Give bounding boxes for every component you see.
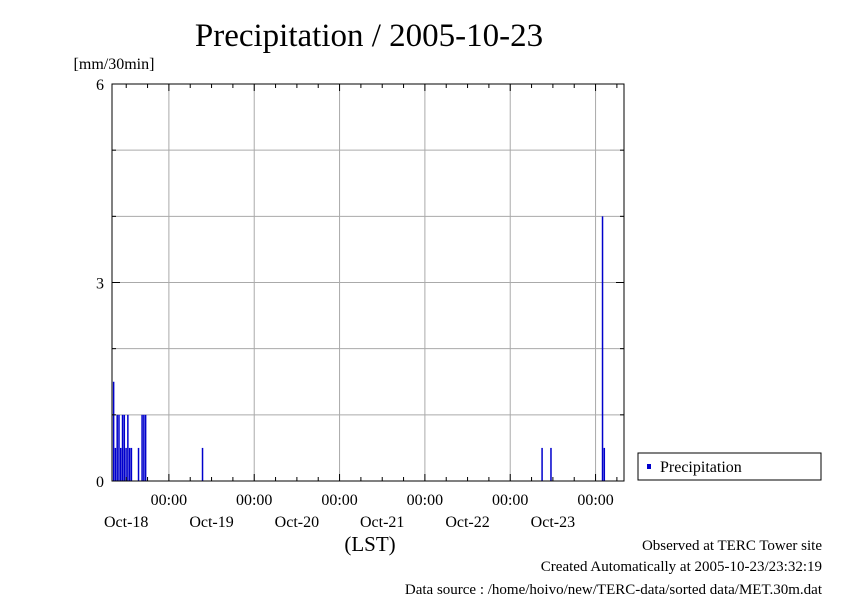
footer-observed: Observed at TERC Tower site xyxy=(642,538,822,554)
x-tick-date-label: Oct-22 xyxy=(445,514,489,531)
precipitation-bar xyxy=(128,447,131,481)
precipitation-bar xyxy=(123,414,126,481)
x-tick-date-label: Oct-20 xyxy=(275,514,319,531)
legend-label: Precipitation xyxy=(660,459,742,476)
y-tick-label: 0 xyxy=(96,474,104,491)
footer-created: Created Automatically at 2005-10-23/23:3… xyxy=(541,559,822,575)
precipitation-bar xyxy=(541,447,543,481)
x-tick-date-label: Oct-18 xyxy=(104,514,148,531)
precipitation-bar xyxy=(118,414,120,481)
x-tick-time-label: 00:00 xyxy=(577,492,613,509)
precipitation-bar xyxy=(130,447,133,481)
precipitation-bar xyxy=(144,414,147,481)
legend-box xyxy=(637,452,822,481)
y-axis-unit-label: [mm/30min] xyxy=(74,56,155,73)
x-axis-label: (LST) xyxy=(344,532,395,556)
precipitation-bar xyxy=(603,447,606,481)
legend: Precipitation xyxy=(637,452,822,481)
x-tick-time-label: 00:00 xyxy=(321,492,357,509)
footer-source: Data source : /home/hoivo/new/TERC-data/… xyxy=(405,582,823,595)
y-tick-label: 3 xyxy=(96,276,104,293)
footer-notes: Observed at TERC Tower site Created Auto… xyxy=(405,538,823,595)
precipitation-bar xyxy=(114,447,117,481)
precipitation-bar xyxy=(143,414,145,481)
x-tick-time-label: 00:00 xyxy=(151,492,187,509)
x-tick-time-label: 00:00 xyxy=(492,492,528,509)
axis-ticks: 03600:00Oct-1800:00Oct-1900:00Oct-2000:0… xyxy=(96,77,624,531)
x-tick-time-label: 00:00 xyxy=(236,492,272,509)
precipitation-bar xyxy=(116,414,118,481)
precipitation-bar xyxy=(550,447,552,481)
precipitation-bar xyxy=(201,447,204,481)
precipitation-bar xyxy=(127,414,129,481)
precipitation-bar xyxy=(112,381,115,481)
precipitation-bar xyxy=(137,447,140,481)
legend-swatch xyxy=(647,464,651,469)
y-tick-label: 6 xyxy=(96,77,104,94)
x-tick-date-label: Oct-19 xyxy=(189,514,233,531)
x-tick-time-label: 00:00 xyxy=(407,492,443,509)
precipitation-bar xyxy=(125,447,127,481)
precipitation-bar xyxy=(601,216,604,482)
precipitation-bars xyxy=(112,216,606,482)
precipitation-bar xyxy=(120,447,122,481)
precipitation-bar xyxy=(121,414,124,481)
x-tick-date-label: Oct-21 xyxy=(360,514,404,531)
chart-title: Precipitation / 2005-10-23 xyxy=(195,18,543,54)
x-tick-date-label: Oct-23 xyxy=(531,514,575,531)
precipitation-bar xyxy=(141,414,143,481)
grid-lines xyxy=(112,84,624,481)
